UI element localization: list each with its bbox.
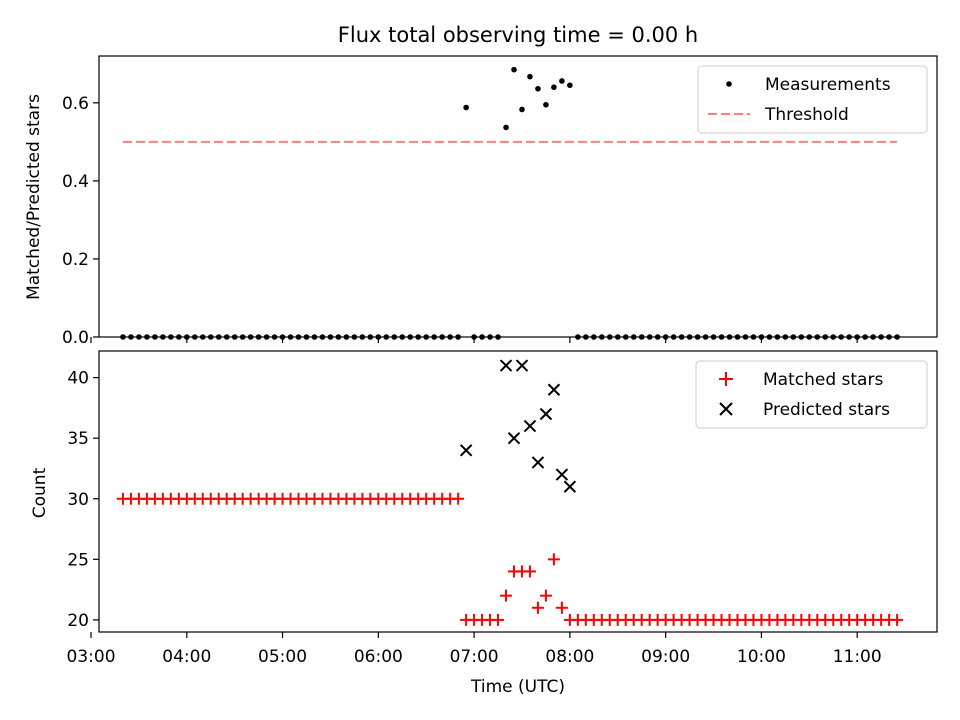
bottom-x-axis: 03:00 04:00 05:00 06:00 07:00 08:00 09:00 10:00… (67, 632, 882, 667)
y-tick-label: 35 (67, 429, 89, 449)
top-legend: Measurements Threshold (697, 65, 928, 134)
x-tick-label: 10:00 (737, 647, 786, 667)
bottom-axes-frame (98, 350, 938, 633)
legend-matched-label: Matched stars (763, 370, 883, 390)
predicted-star-point (499, 359, 513, 372)
y-tick-label: 0.2 (62, 250, 89, 270)
ratio-panel: Flux total observing time = 0.00 h Match… (24, 23, 938, 348)
y-tick-label: 30 (67, 490, 89, 510)
x-tick-label: 11:00 (833, 647, 882, 667)
measurement-point (559, 78, 565, 84)
matched-star-point (452, 492, 465, 505)
y-tick-label: 25 (67, 550, 89, 570)
matched-star-point (891, 613, 904, 626)
chart-title: Flux total observing time = 0.00 h (338, 23, 698, 47)
matched-star-point (523, 565, 536, 578)
y-tick-label: 40 (67, 369, 89, 389)
bottom-y-axis-label: Count (30, 467, 50, 518)
bottom-plot-area (116, 359, 904, 626)
matched-star-point (547, 553, 560, 566)
bottom-legend: Matched stars Predicted stars (695, 360, 928, 429)
predicted-star-point (523, 419, 537, 433)
predicted-star-point (507, 431, 521, 445)
y-tick-label: 0.4 (62, 172, 89, 192)
measurement-point (519, 106, 525, 113)
y-tick-label: 0.6 (62, 94, 89, 114)
x-axis-label: Time (UTC) (470, 677, 565, 697)
measurement-point (567, 82, 573, 89)
predicted-star-point (531, 456, 545, 469)
y-tick-label: 0.0 (62, 328, 89, 348)
predicted-star-point (555, 468, 569, 481)
measurement-point (463, 104, 469, 111)
legend-matched-marker (719, 372, 733, 386)
legend-predicted-label: Predicted stars (763, 400, 890, 420)
bottom-legend-box (695, 360, 928, 429)
matched-star-point (531, 601, 544, 614)
matched-star-point (500, 589, 513, 602)
matched-star-point (555, 601, 568, 614)
measurement-point (503, 124, 509, 131)
x-tick-label: 08:00 (545, 647, 594, 667)
legend-measurements-label: Measurements (765, 75, 891, 95)
legend-predicted-marker (719, 402, 733, 416)
predicted-star-point (539, 407, 553, 421)
measurement-point (551, 84, 557, 91)
predicted-star-point (563, 480, 577, 493)
x-tick-label: 04:00 (162, 647, 211, 667)
x-tick-label: 03:00 (67, 647, 116, 667)
top-y-axis-label: Matched/Predicted stars (24, 94, 44, 300)
predicted-star-point (547, 383, 561, 396)
predicted-star-point (459, 444, 473, 457)
legend-measurements-marker (726, 81, 732, 87)
matched-star-point (492, 613, 505, 626)
matched-star-point (539, 589, 552, 602)
bottom-y-axis: 20 25 30 35 40 (67, 369, 99, 631)
x-tick-label: 09:00 (641, 647, 690, 667)
measurement-point (527, 73, 533, 80)
predicted-star-point (515, 359, 529, 372)
top-legend-box (697, 65, 928, 134)
x-tick-label: 05:00 (258, 647, 307, 667)
x-tick-label: 06:00 (354, 647, 403, 667)
top-y-axis: 0.0 0.2 0.4 0.6 (62, 94, 99, 348)
count-panel: Count Time (UTC) 20 25 30 35 40 03:00 04:00 05… (30, 350, 938, 697)
x-tick-label: 07:00 (450, 647, 499, 667)
measurement-point (535, 85, 541, 92)
measurement-point (543, 101, 549, 108)
measurement-point (511, 66, 517, 73)
top-axes-frame (98, 55, 938, 338)
y-tick-label: 20 (67, 611, 89, 631)
legend-threshold-label: Threshold (764, 105, 849, 125)
